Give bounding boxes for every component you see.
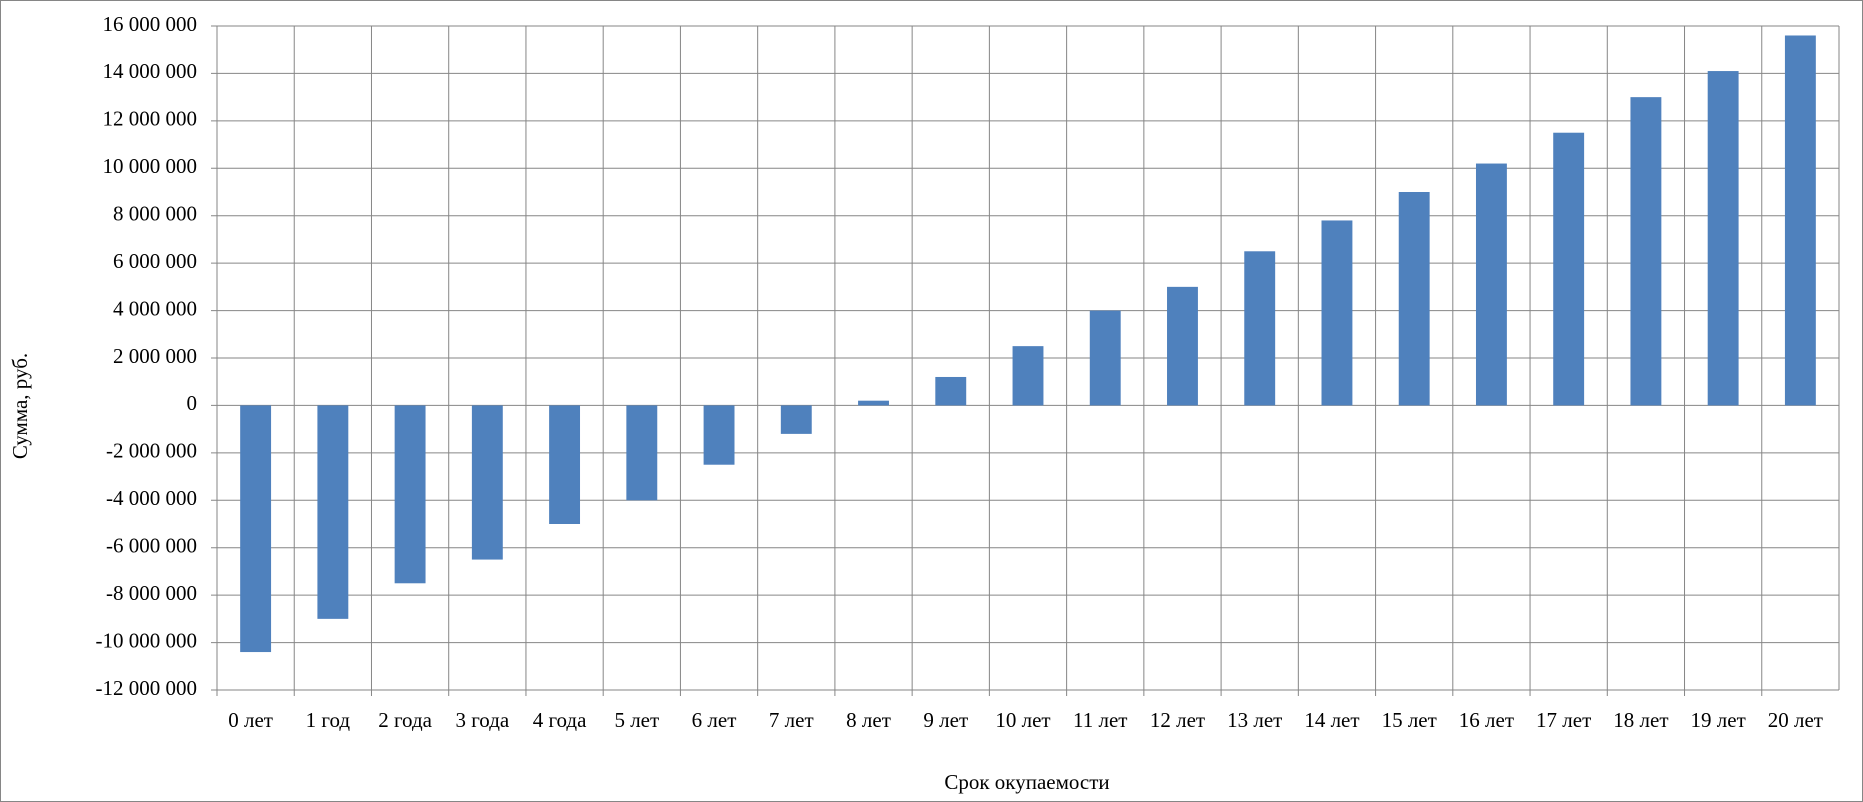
y-tick-label: 10 000 000 (103, 154, 198, 178)
x-tick-label: 5 лет (614, 708, 659, 732)
x-tick-label: 13 лет (1227, 708, 1282, 732)
y-tick-label: 6 000 000 (113, 249, 197, 273)
x-tick-label: 7 лет (769, 708, 814, 732)
y-axis-title: Сумма, руб. (8, 353, 32, 459)
y-tick-label: 2 000 000 (113, 344, 197, 368)
y-tick-label: 16 000 000 (103, 12, 198, 36)
x-tick-label: 16 лет (1459, 708, 1514, 732)
bar (1784, 35, 1816, 406)
bar (1244, 251, 1276, 406)
x-tick-label: 17 лет (1536, 708, 1591, 732)
y-tick-label: 12 000 000 (103, 107, 198, 131)
bar (703, 405, 735, 465)
bar (780, 405, 812, 434)
x-tick-label: 10 лет (995, 708, 1050, 732)
bar (1630, 97, 1662, 406)
bar (394, 405, 426, 584)
x-tick-label: 9 лет (923, 708, 968, 732)
y-tick-label: 8 000 000 (113, 202, 197, 226)
bar (1321, 220, 1353, 406)
bar (1475, 163, 1507, 406)
x-tick-label: 18 лет (1613, 708, 1668, 732)
bar (471, 405, 503, 560)
x-axis-title: Срок окупаемости (944, 770, 1109, 794)
bar (1398, 192, 1430, 406)
bar (1707, 71, 1739, 406)
y-tick-label: -12 000 000 (96, 676, 198, 700)
bar (1553, 132, 1585, 406)
y-tick-label: -6 000 000 (106, 534, 197, 558)
bar (240, 405, 272, 653)
y-tick-label: -8 000 000 (106, 581, 197, 605)
bar (317, 405, 349, 619)
bar (549, 405, 581, 524)
x-tick-label: 19 лет (1691, 708, 1746, 732)
x-tick-label: 15 лет (1382, 708, 1437, 732)
bar (1167, 286, 1198, 406)
y-tick-label: 4 000 000 (113, 296, 197, 320)
x-tick-label: 1 год (306, 708, 351, 732)
bar (1012, 346, 1044, 406)
x-tick-label: 12 лет (1150, 708, 1205, 732)
x-tick-label: 4 года (533, 708, 587, 732)
bar (935, 376, 967, 406)
bar (858, 400, 889, 406)
x-tick-label: 20 лет (1768, 708, 1823, 732)
y-tick-label: 0 (187, 391, 198, 415)
x-tick-label: 6 лет (692, 708, 737, 732)
x-tick-label: 8 лет (846, 708, 891, 732)
x-tick-label: 3 года (455, 708, 509, 732)
x-tick-label: 14 лет (1304, 708, 1359, 732)
x-tick-label: 11 лет (1073, 708, 1127, 732)
y-tick-label: -10 000 000 (96, 628, 198, 652)
y-tick-label: -4 000 000 (106, 486, 197, 510)
y-tick-label: 14 000 000 (103, 59, 198, 83)
bar (626, 405, 658, 501)
x-tick-label: 2 года (378, 708, 432, 732)
bar (1089, 310, 1121, 406)
x-tick-label: 0 лет (228, 708, 273, 732)
y-tick-label: -2 000 000 (106, 439, 197, 463)
